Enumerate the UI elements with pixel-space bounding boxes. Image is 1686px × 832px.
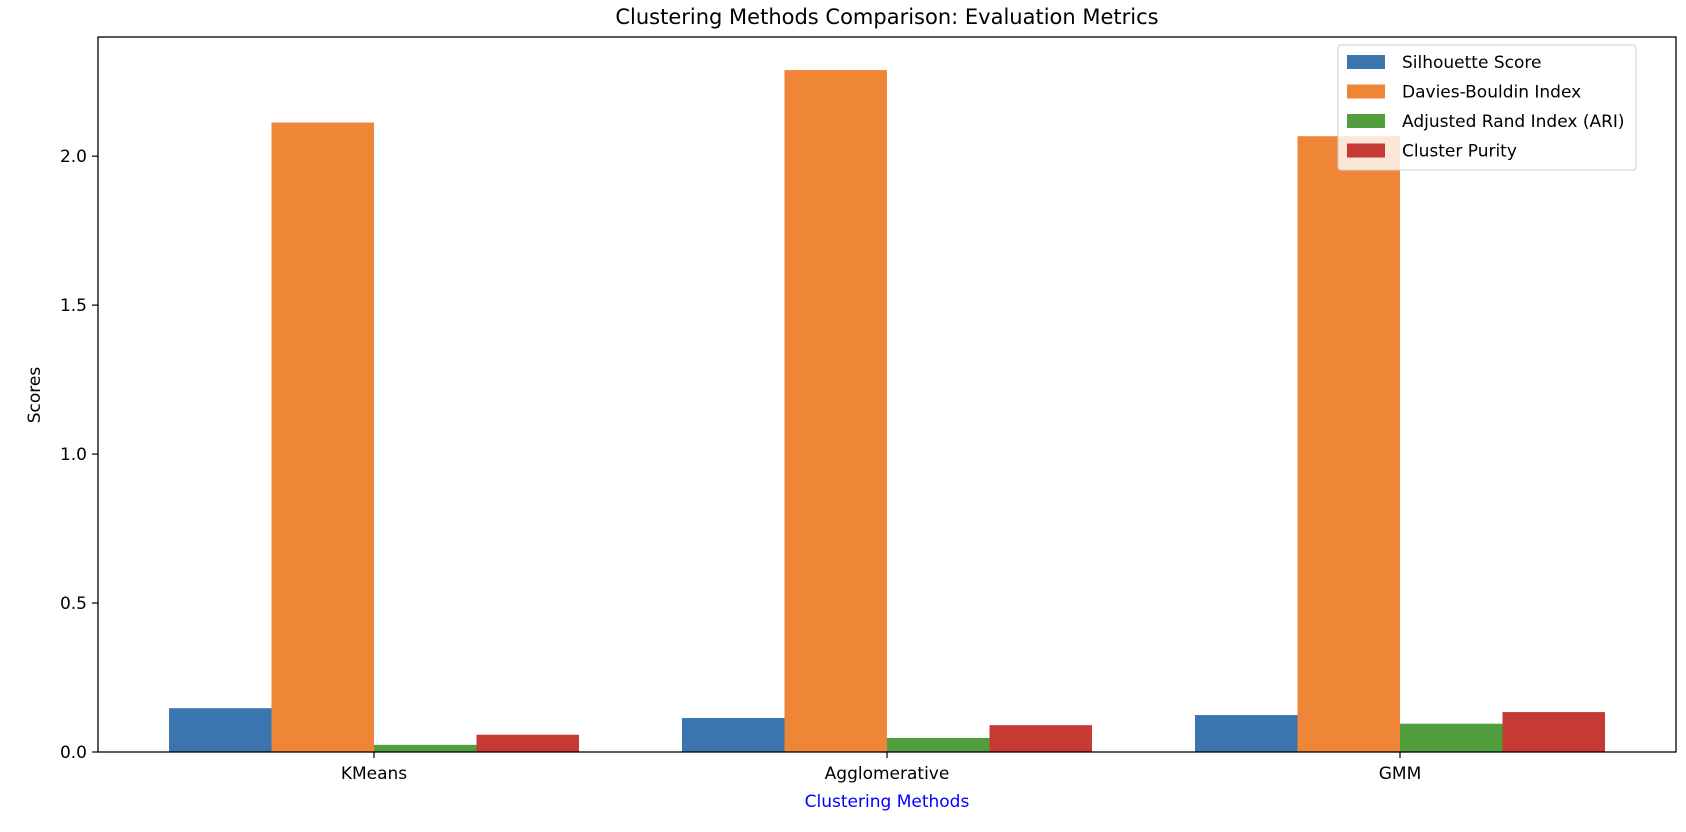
legend-box xyxy=(1337,44,1637,171)
bar-adjusted-rand-index-ari--gmm xyxy=(1400,723,1503,752)
y-axis-label: Scores xyxy=(25,367,45,424)
y-axis: 0.0 0.5 1.0 1.5 2.0 xyxy=(60,147,98,763)
bar-adjusted-rand-index-ari--agglomerative xyxy=(887,737,990,752)
bar-silhouette-score-agglomerative xyxy=(682,718,785,752)
x-tick-label: Agglomerative xyxy=(825,764,950,784)
y-tick-label: 1.5 xyxy=(60,296,87,316)
legend-swatch xyxy=(1347,84,1385,99)
x-tick-label: GMM xyxy=(1379,764,1422,784)
y-tick-label: 0.0 xyxy=(60,743,87,763)
legend-swatch xyxy=(1347,114,1385,128)
legend-label: Davies-Bouldin Index xyxy=(1402,83,1581,103)
y-tick-label: 1.0 xyxy=(60,445,87,465)
chart-title: Clustering Methods Comparison: Evaluatio… xyxy=(615,5,1158,29)
bar-adjusted-rand-index-ari--kmeans xyxy=(374,744,477,752)
bar-silhouette-score-kmeans xyxy=(169,708,272,752)
y-tick-label: 0.5 xyxy=(60,594,87,614)
x-axis-label: Clustering Methods xyxy=(805,792,970,812)
bar-cluster-purity-agglomerative xyxy=(989,725,1092,752)
bar-cluster-purity-gmm xyxy=(1502,712,1605,752)
bar-davies-bouldin-index-gmm xyxy=(1297,136,1400,753)
bar-davies-bouldin-index-kmeans xyxy=(271,122,374,753)
legend-label: Cluster Purity xyxy=(1402,142,1517,162)
plot-frame xyxy=(97,36,1677,753)
bar-davies-bouldin-index-agglomerative xyxy=(784,70,887,753)
y-tick-label: 2.0 xyxy=(60,147,87,167)
legend-label: Silhouette Score xyxy=(1402,53,1541,73)
legend-label: Adjusted Rand Index (ARI) xyxy=(1402,112,1625,132)
x-axis: KMeans Agglomerative GMM xyxy=(341,752,1421,784)
bars-layer xyxy=(169,70,1605,753)
x-tick-label: KMeans xyxy=(341,764,407,784)
bar-silhouette-score-gmm xyxy=(1195,715,1298,752)
legend: Silhouette Score Davies-Bouldin Index Adju… xyxy=(1337,44,1637,171)
bar-cluster-purity-kmeans xyxy=(476,734,579,752)
legend-swatch xyxy=(1347,143,1385,158)
legend-swatch xyxy=(1347,55,1385,69)
